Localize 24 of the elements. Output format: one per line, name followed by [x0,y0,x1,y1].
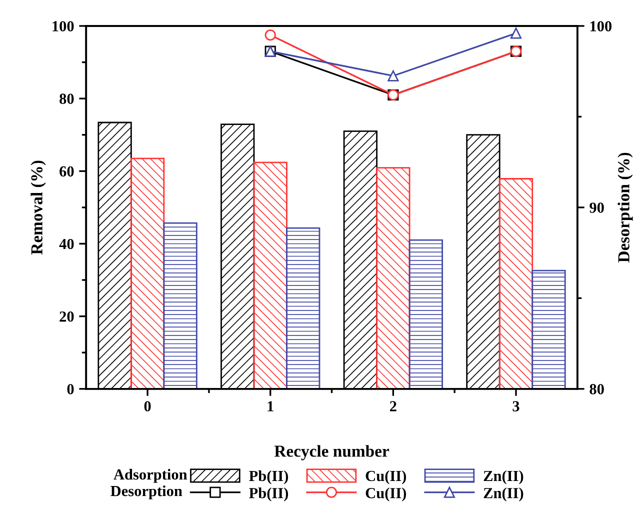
y-tick-label: 20 [60,311,74,322]
x-tick-label: 1 [268,401,274,412]
y2-axis-title: Desorption (%) [618,152,633,262]
legend-label: Pb(II) [249,470,288,484]
y-tick-label: 0 [67,384,74,394]
y-tick-label: 100 [52,21,74,32]
y2-tick-label: 90 [590,202,604,213]
y-tick-label: 80 [60,94,74,104]
y-tick-label: 40 [59,238,74,250]
y2-tick-label: 100 [590,21,612,32]
legend-label: Cu(II) [366,470,406,484]
text: Desorption [110,485,182,500]
legend-label: Cu(II) [366,488,406,502]
x-tick-label: 0 [144,401,151,412]
x-tick-label: 3 [512,401,520,412]
x-tick-label: 2 [390,401,396,412]
y-axis-title: Removal (%) [30,160,46,255]
legend-label: Pb(II) [249,488,288,502]
x-axis-title: Recycle number [274,445,390,460]
legend-label: Zn(II) [484,488,524,502]
text: Adsorption [114,468,188,483]
legend-label: Zn(II) [484,470,524,484]
y-tick-label: 60 [60,166,74,177]
y2-tick-label: 80 [590,384,604,394]
